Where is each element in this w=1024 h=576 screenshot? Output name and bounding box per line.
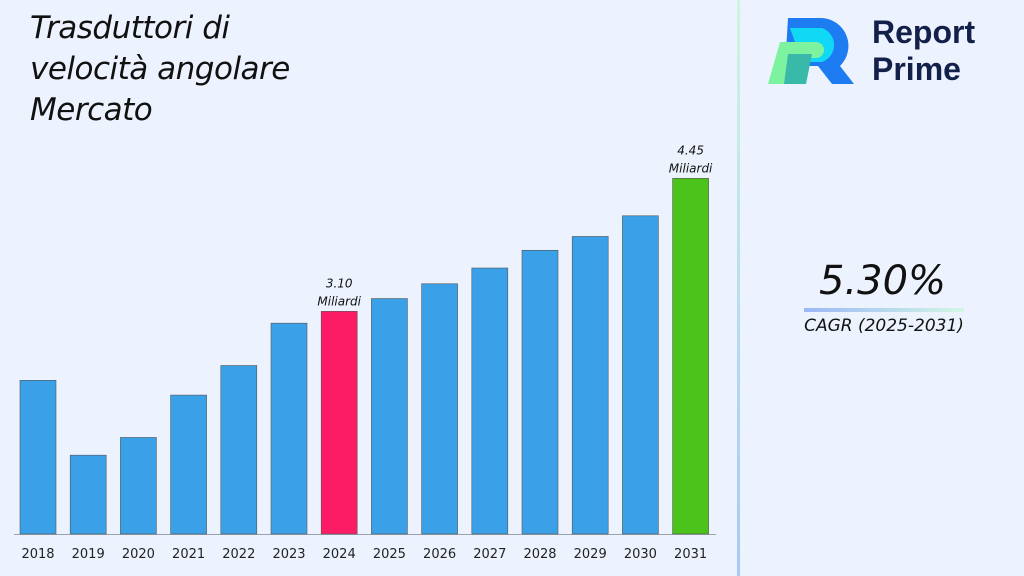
x-tick-label: 2030 [624,547,657,562]
data-label-value: 4.45 [677,143,704,157]
x-tick-label: 2023 [272,547,305,562]
bar-2023 [270,322,308,535]
bar-2021 [170,394,207,535]
x-tick-label: 2022 [222,547,255,562]
x-tick-label: 2029 [574,547,607,562]
x-tick-label: 2024 [323,547,356,562]
x-tick-label: 2019 [72,547,105,562]
x-tick-label: 2018 [21,547,54,562]
bar-2028 [521,249,559,535]
bar-2026 [421,283,458,535]
bar-2029 [571,236,609,535]
bar-2027 [471,267,509,535]
x-tick-label: 2031 [674,547,707,562]
bar-chart: 2018 2019 2020 2021 2022 2023 2024 3.10 Miliardi… [14,143,716,562]
cagr-underline [804,308,964,312]
bar-2025 [371,298,408,535]
x-tick-label: 2027 [473,547,506,562]
bar-2022 [220,365,258,535]
divider [737,0,740,576]
report-prime-logo-icon [768,18,854,84]
cagr-label: CAGR (2025-2031) [804,316,964,336]
cagr-value: 5.30% [818,258,947,304]
bar-2024 [320,311,358,535]
chart-title: Trasduttori di velocità angolare Mercato [30,10,290,128]
brand-line-2: Prime [872,51,961,87]
bar-2020 [120,437,157,535]
x-tick-label: 2028 [523,547,556,562]
x-tick-label: 2025 [373,547,406,562]
brand-line-1: Report [872,14,976,50]
x-tick-label: 2021 [172,547,205,562]
data-label-value: 3.10 [326,276,353,290]
bar-2030 [622,215,659,535]
bar-2018 [19,380,57,535]
x-tick-label: 2020 [122,547,155,562]
bar-2031 [672,178,709,535]
x-tick-label: 2026 [423,547,456,562]
bar-2019 [69,454,107,535]
data-label-unit: Miliardi [317,294,361,308]
data-label-unit: Miliardi [669,161,713,175]
brand-name: Report Prime [872,14,975,88]
